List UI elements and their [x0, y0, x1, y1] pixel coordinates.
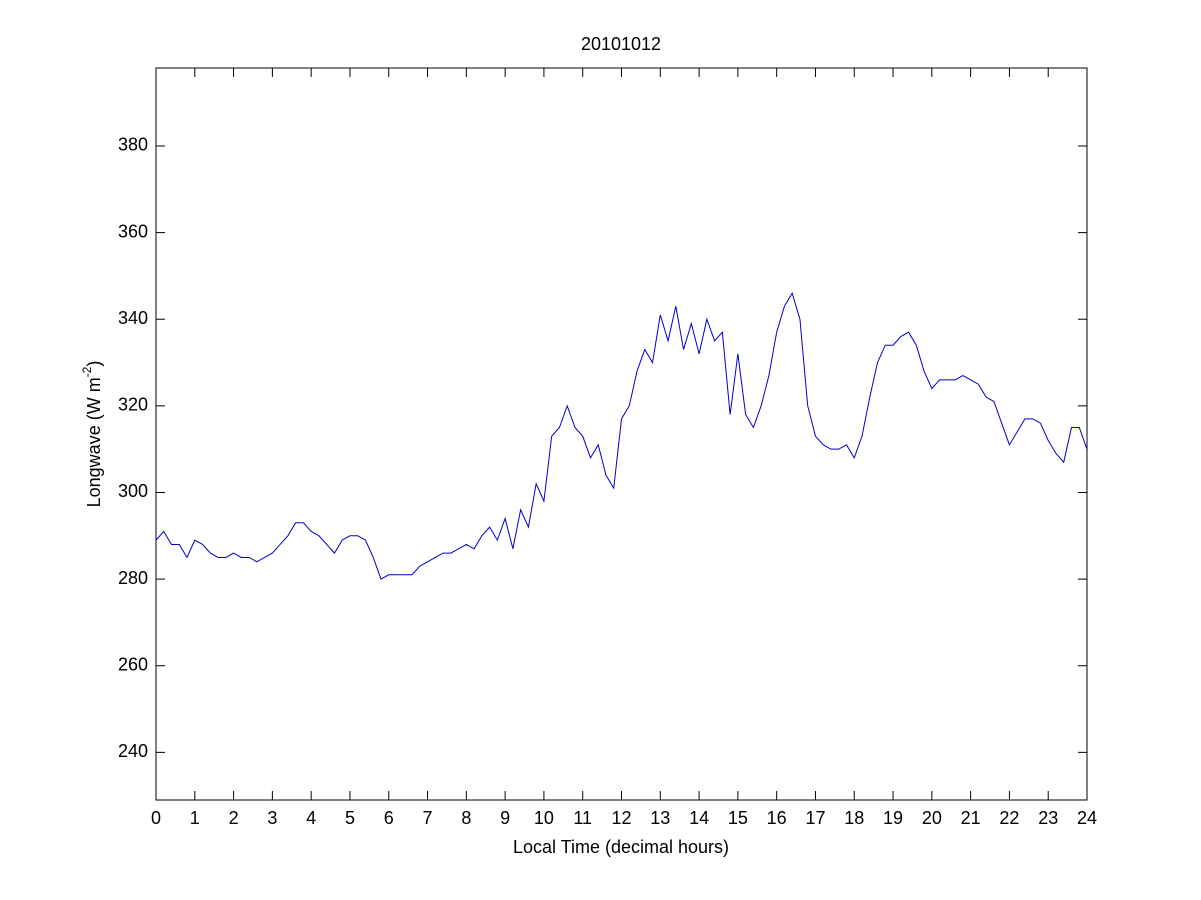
y-axis-label-main: Longwave (W m	[84, 377, 104, 507]
x-tick-label: 10	[534, 808, 554, 828]
y-axis-label-sup: -2	[80, 366, 94, 377]
x-tick-label: 23	[1038, 808, 1058, 828]
y-axis-label-end: )	[84, 361, 104, 367]
y-axis-label: Longwave (W m-2)	[80, 361, 104, 508]
y-tick-label: 300	[118, 481, 148, 501]
x-tick-label: 24	[1077, 808, 1097, 828]
x-tick-label: 21	[961, 808, 981, 828]
x-tick-label: 19	[883, 808, 903, 828]
x-tick-label: 17	[805, 808, 825, 828]
x-tick-label: 1	[190, 808, 200, 828]
x-tick-label: 11	[573, 808, 592, 828]
x-tick-label: 7	[423, 808, 433, 828]
x-tick-label: 18	[844, 808, 864, 828]
x-tick-label: 12	[611, 808, 631, 828]
x-tick-label: 20	[922, 808, 942, 828]
x-axis-label: Local Time (decimal hours)	[513, 837, 729, 857]
y-tick-label: 280	[118, 568, 148, 588]
x-tick-label: 9	[500, 808, 510, 828]
y-tick-label: 320	[118, 395, 148, 415]
y-tick-label: 360	[118, 221, 148, 241]
x-tick-label: 16	[767, 808, 787, 828]
x-tick-label: 13	[650, 808, 670, 828]
x-tick-label: 2	[229, 808, 239, 828]
y-tick-label: 240	[118, 741, 148, 761]
data-line	[155, 291, 1088, 580]
x-tick-label: 4	[306, 808, 316, 828]
x-tick-label: 6	[384, 808, 394, 828]
x-tick-label: 22	[999, 808, 1019, 828]
y-tick-label: 260	[118, 654, 148, 674]
x-tick-label: 14	[689, 808, 709, 828]
chart-title: 20101012	[581, 34, 661, 54]
y-tick-label: 340	[118, 308, 148, 328]
y-tick-label: 380	[118, 135, 148, 155]
x-tick-label: 8	[461, 808, 471, 828]
x-tick-label: 15	[728, 808, 748, 828]
x-tick-label: 3	[267, 808, 277, 828]
x-tick-label: 5	[345, 808, 355, 828]
x-tick-label: 0	[151, 808, 161, 828]
